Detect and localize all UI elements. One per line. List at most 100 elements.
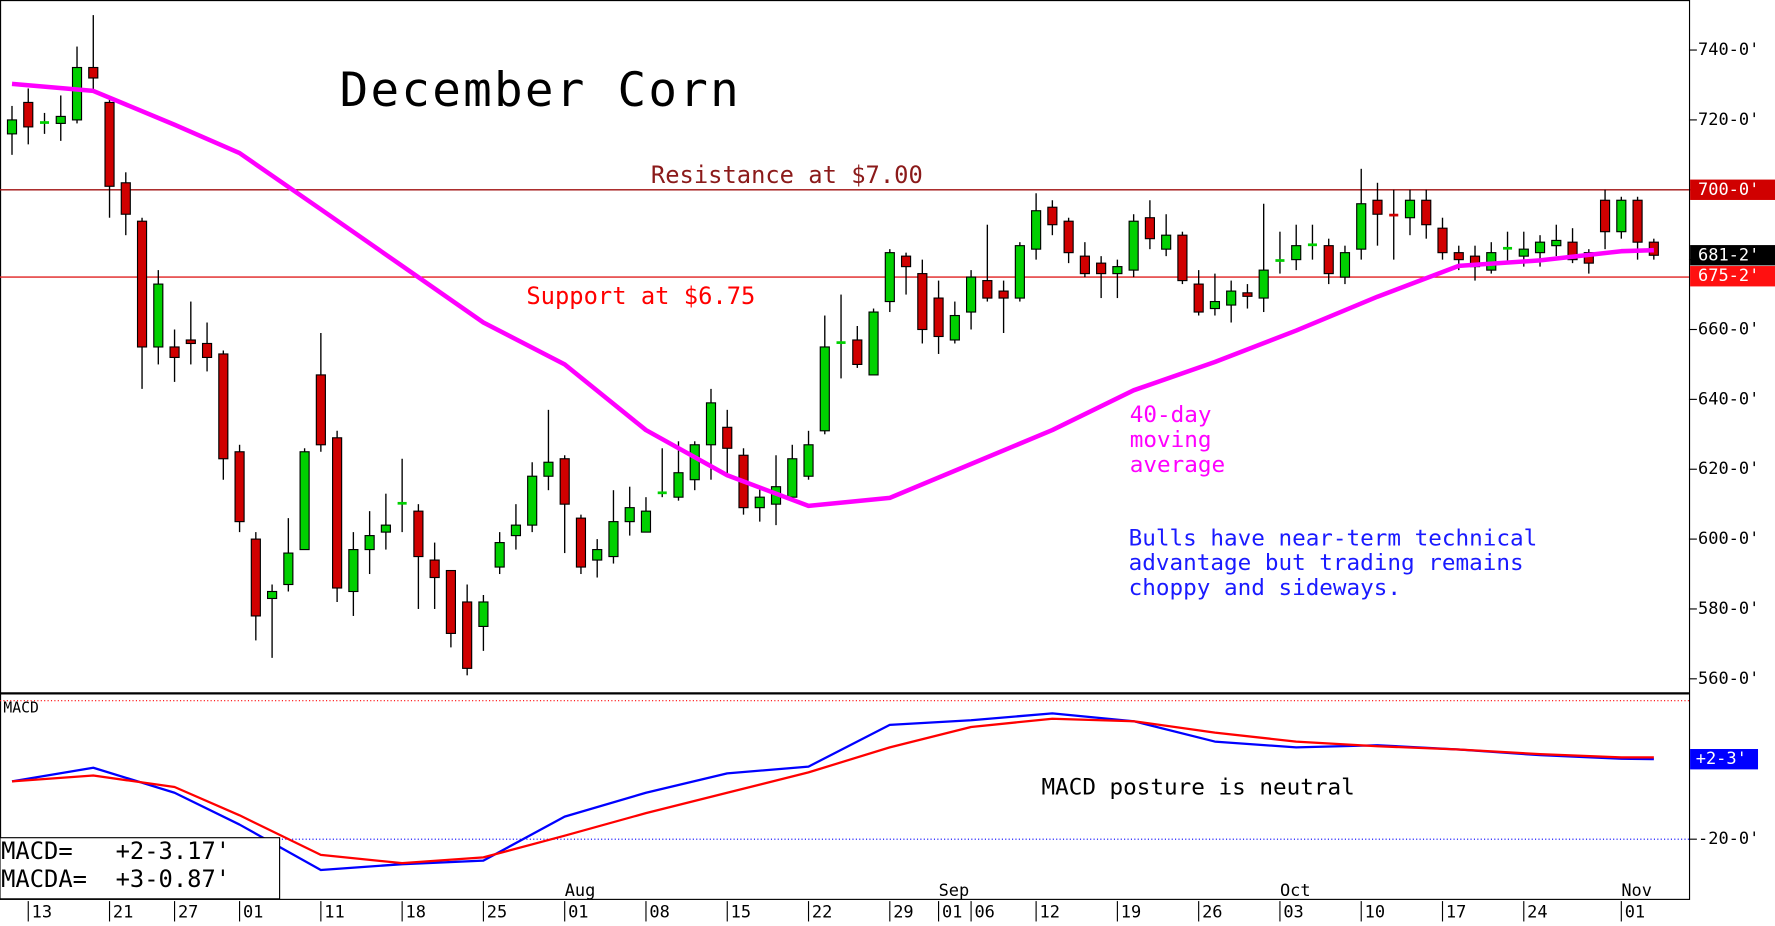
candle-body: [6, 119, 18, 135]
candle-body: [673, 472, 684, 498]
x-tick-label: 13: [32, 902, 52, 922]
candle-body: [1599, 199, 1611, 233]
candle-body: [689, 444, 700, 481]
candle-body: [429, 559, 440, 579]
chart-title: December Corn: [340, 63, 741, 118]
x-tick-label: 22: [812, 902, 832, 922]
support-label: Support at $6.75: [526, 282, 755, 310]
x-tick-label: 18: [406, 902, 426, 922]
candle-body: [88, 66, 99, 79]
month-label: Nov: [1621, 881, 1652, 901]
candle-body: [754, 496, 765, 509]
plot-frame: [0, 0, 1691, 900]
candle-body: [884, 252, 895, 303]
candle-body: [1453, 252, 1464, 261]
candle-body: [1389, 213, 1399, 217]
candle-body: [982, 280, 993, 299]
candle-body: [1404, 199, 1416, 219]
comment: advantage but trading remains: [1129, 550, 1524, 576]
candle-body: [933, 297, 944, 338]
candle-body: [23, 101, 34, 128]
x-tick-label: 12: [1040, 902, 1060, 922]
candle-body: [1177, 234, 1188, 282]
x-tick-label: 17: [1446, 902, 1466, 922]
candle-body: [1421, 199, 1432, 226]
ma-label: average: [1130, 452, 1225, 478]
candle-body: [494, 542, 505, 568]
candle-body: [575, 517, 587, 568]
macd-annotation: MACD posture is neutral: [1041, 774, 1354, 800]
candle-body: [315, 374, 326, 446]
macd-title: MACD: [3, 700, 38, 717]
y-tick-label: 640-0': [1698, 389, 1759, 409]
candle-body: [722, 426, 733, 449]
candle-body: [201, 342, 213, 359]
y-tick-label: 580-0': [1698, 599, 1759, 619]
x-tick-label: 24: [1527, 902, 1547, 922]
candle-body: [478, 601, 489, 627]
candle-body: [1372, 199, 1383, 215]
candle-body: [1534, 241, 1546, 254]
candle-body: [462, 601, 473, 669]
x-tick-label: 03: [1283, 902, 1303, 922]
candle-body: [1307, 243, 1317, 247]
x-tick-label: 06: [974, 902, 994, 922]
comment: choppy and sideways.: [1129, 575, 1401, 601]
candle-body: [1323, 245, 1334, 275]
candle-body: [283, 552, 294, 586]
candle-body: [1112, 266, 1123, 275]
candle-body: [1014, 245, 1025, 299]
candle-body: [1356, 203, 1367, 250]
macd-marker: [1690, 749, 1759, 770]
candle-body: [266, 590, 278, 600]
candle-body: [153, 283, 164, 348]
x-tick-label: 21: [113, 902, 133, 922]
x-tick-label: 11: [324, 902, 344, 922]
candle-body: [657, 491, 667, 495]
x-tick-label: 01: [568, 902, 588, 922]
candle-body: [1079, 255, 1090, 275]
candle-body: [71, 66, 83, 121]
candle-body: [348, 549, 359, 593]
readout: MACDA= +3-0.87': [1, 865, 230, 893]
candle-body: [592, 549, 603, 561]
candle-body: [543, 461, 554, 477]
candle-body: [624, 507, 635, 523]
ma-label: 40-day: [1130, 402, 1212, 428]
candle-body: [787, 458, 798, 498]
candle-body: [868, 311, 879, 376]
price-marker: [1690, 245, 1775, 266]
y-tick-label: 720-0': [1698, 110, 1759, 130]
candle-body: [1096, 262, 1107, 275]
resistance-label: Resistance at $7.00: [651, 161, 923, 189]
y-tick-label: 660-0': [1698, 320, 1759, 340]
x-tick-label: 29: [893, 902, 913, 922]
x-tick-label: 01: [942, 902, 962, 922]
candle-body: [397, 501, 407, 505]
candle-body: [55, 115, 66, 124]
y-tick-label: -20-0': [1698, 829, 1759, 849]
y-tick-label: 620-0': [1698, 459, 1759, 479]
month-label: Aug: [565, 881, 596, 901]
candle-body: [1226, 290, 1237, 306]
x-tick-label: 26: [1202, 902, 1222, 922]
candle-body: [608, 521, 619, 558]
candle-body: [1632, 199, 1643, 243]
candle-body: [803, 444, 814, 477]
candle-body: [819, 346, 830, 432]
candle-body: [218, 353, 229, 460]
candle-body: [39, 121, 50, 124]
candle-body: [949, 314, 960, 341]
candle-body: [1031, 210, 1042, 250]
candle-body: [104, 101, 115, 187]
month-label: Oct: [1280, 881, 1311, 901]
candle-body: [1128, 220, 1139, 271]
candle-body: [169, 346, 180, 359]
candle-body: [1258, 269, 1269, 299]
candle-body: [1291, 245, 1302, 261]
candle-body: [1551, 239, 1562, 247]
candle-body: [380, 524, 391, 533]
candle-body: [1275, 259, 1285, 262]
price-marker-label: 681-2': [1698, 245, 1759, 265]
